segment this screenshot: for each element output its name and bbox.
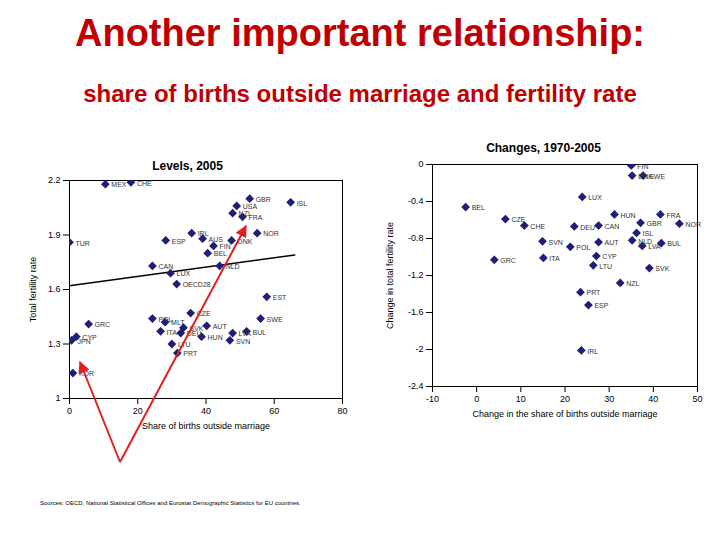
html-text:share of births outside marria: share of births outside marriage and fer… <box>83 80 637 107</box>
svg-text:ISL: ISL <box>643 230 654 237</box>
svg-text:FRA: FRA <box>249 214 263 221</box>
svg-text:LUX: LUX <box>177 270 191 277</box>
svg-text:1.3: 1.3 <box>48 339 61 349</box>
svg-text:FIN: FIN <box>637 163 648 170</box>
svg-text:DNK: DNK <box>238 238 253 245</box>
svg-text:CZE: CZE <box>511 216 525 223</box>
svg-text:Change in the share of births: Change in the share of births outside ma… <box>472 409 657 419</box>
svg-text:-1.2: -1.2 <box>408 270 424 280</box>
svg-text:SVK: SVK <box>189 324 204 332</box>
svg-text:CHE: CHE <box>137 180 152 187</box>
svg-text:MLT: MLT <box>171 319 185 326</box>
svg-text:SVN: SVN <box>236 338 250 345</box>
svg-text:IRL: IRL <box>198 230 209 237</box>
svg-text:Change in total fertility rate: Change in total fertility rate <box>385 222 395 329</box>
svg-text:LTU: LTU <box>599 263 612 270</box>
svg-text:CZE: CZE <box>197 310 211 317</box>
svg-text:AUT: AUT <box>213 323 228 330</box>
svg-text:1.6: 1.6 <box>48 284 61 294</box>
svg-text:LUX: LUX <box>588 194 602 201</box>
svg-text:LTU: LTU <box>178 341 191 348</box>
svg-text:NOR: NOR <box>263 230 279 237</box>
svg-text:CHE: CHE <box>530 223 545 230</box>
svg-text:SWE: SWE <box>267 316 283 323</box>
svg-text:TUR: TUR <box>76 240 90 247</box>
svg-text:FIN: FIN <box>220 243 231 250</box>
svg-text:LVA: LVA <box>239 330 252 337</box>
svg-text:CAN: CAN <box>158 263 173 270</box>
svg-text:IRL: IRL <box>587 348 598 355</box>
svg-text:ITA: ITA <box>549 255 560 262</box>
svg-text:ITA: ITA <box>167 329 178 336</box>
svg-text:GBR: GBR <box>256 196 271 203</box>
svg-text:POL: POL <box>576 244 590 251</box>
svg-text:40: 40 <box>201 406 211 416</box>
svg-text:HUN: HUN <box>620 212 635 219</box>
svg-text:0: 0 <box>67 406 72 416</box>
svg-text:GBR: GBR <box>647 220 662 227</box>
svg-text:NZL: NZL <box>626 280 639 287</box>
svg-text:DEU: DEU <box>187 330 202 337</box>
svg-text:FRA: FRA <box>666 212 680 219</box>
svg-text:CAN: CAN <box>605 223 620 230</box>
svg-text:-0.4: -0.4 <box>408 196 424 206</box>
svg-text:ESP: ESP <box>594 302 608 309</box>
svg-text:-0.8: -0.8 <box>408 233 424 243</box>
svg-text:BUL: BUL <box>253 329 267 336</box>
svg-text:20: 20 <box>560 394 570 404</box>
svg-text:60: 60 <box>269 406 279 416</box>
svg-text:-2: -2 <box>415 344 423 354</box>
svg-text:AUS: AUS <box>209 236 224 243</box>
svg-text:CYP: CYP <box>602 253 617 260</box>
svg-text:NLD: NLD <box>638 237 653 245</box>
svg-text:KOR: KOR <box>79 370 94 377</box>
svg-text:SVN: SVN <box>548 239 562 246</box>
svg-text:GRC: GRC <box>95 321 111 328</box>
svg-text:0: 0 <box>418 159 423 169</box>
svg-text:POL: POL <box>158 315 173 323</box>
svg-text:JPN: JPN <box>78 338 91 345</box>
svg-text:0: 0 <box>474 394 479 404</box>
svg-text:BUL: BUL <box>667 240 681 247</box>
svg-text:GRC: GRC <box>500 257 516 264</box>
svg-text:PRT: PRT <box>586 289 601 296</box>
svg-text:HUN: HUN <box>208 334 223 341</box>
svg-text:NOR: NOR <box>685 221 701 228</box>
svg-text:Share of births outside marria: Share of births outside marriage <box>142 421 270 431</box>
html-text:Levels, 2005: Levels, 2005 <box>152 159 223 173</box>
svg-text:MEX: MEX <box>111 181 127 188</box>
svg-text:1: 1 <box>55 393 60 403</box>
svg-text:NLD: NLD <box>226 263 240 270</box>
svg-text:50: 50 <box>692 394 702 404</box>
svg-text:EST: EST <box>273 294 287 301</box>
svg-text:DNK: DNK <box>638 172 653 180</box>
svg-text:AUT: AUT <box>605 239 620 246</box>
svg-text:10: 10 <box>516 394 526 404</box>
html-text:Sources: OECD, National Statis: Sources: OECD, National Statistical Offi… <box>40 500 301 506</box>
svg-text:SWE: SWE <box>649 173 665 180</box>
svg-text:30: 30 <box>604 394 614 404</box>
svg-text:-1.6: -1.6 <box>408 307 424 317</box>
svg-text:SVK: SVK <box>655 265 669 272</box>
svg-text:80: 80 <box>337 406 347 416</box>
svg-text:40: 40 <box>648 394 658 404</box>
svg-text:BEL: BEL <box>472 204 485 211</box>
svg-text:BEL: BEL <box>214 250 227 257</box>
svg-text:-10: -10 <box>426 394 439 404</box>
svg-text:2.2: 2.2 <box>48 175 61 185</box>
svg-text:DEU: DEU <box>580 224 595 231</box>
svg-text:NZL: NZL <box>238 210 252 218</box>
svg-text:20: 20 <box>133 406 143 416</box>
svg-text:OECD28: OECD28 <box>183 281 211 288</box>
svg-text:USA: USA <box>243 203 258 210</box>
svg-text:Total fertility rate: Total fertility rate <box>28 257 38 323</box>
svg-text:ISL: ISL <box>297 200 308 207</box>
svg-text:-2.4: -2.4 <box>408 381 424 391</box>
svg-text:PRT: PRT <box>183 350 198 357</box>
svg-text:ESP: ESP <box>172 238 186 245</box>
html-text:Changes, 1970-2005: Changes, 1970-2005 <box>486 141 601 155</box>
svg-text:LVA: LVA <box>648 243 661 250</box>
html-text:Another important relationship: Another important relationship: <box>75 12 645 54</box>
svg-text:1.9: 1.9 <box>48 230 61 240</box>
